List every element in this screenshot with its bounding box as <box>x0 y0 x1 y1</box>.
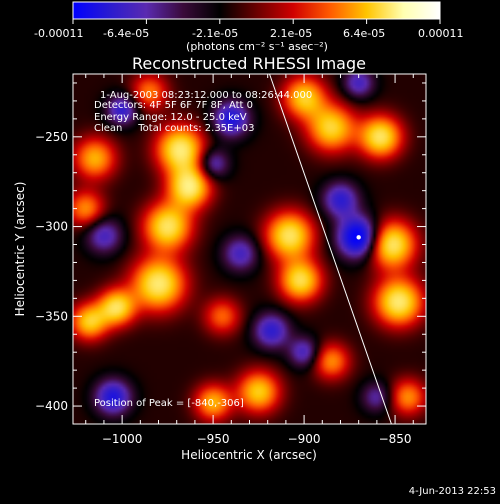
colorbar-tick-label: 6.4e-05 <box>343 27 385 40</box>
colorbar-gradient <box>72 1 441 20</box>
annotation-block: 1-Aug-2003 08:23:12.000 to 08:26:44.000 … <box>94 90 312 134</box>
x-tick-label: −900 <box>288 432 321 446</box>
peak-marker <box>356 235 361 240</box>
annotation-time-range: 1-Aug-2003 08:23:12.000 to 08:26:44.000 <box>100 90 312 101</box>
x-tick-label: −1000 <box>102 432 143 446</box>
solar-limb-line <box>269 73 392 425</box>
chart-title: Reconstructed RHESSI Image <box>132 54 366 73</box>
y-tick-label: −300 <box>35 220 68 234</box>
colorbar-tick-label: -2.1e-05 <box>192 27 238 40</box>
timestamp: 4-Jun-2013 22:53 <box>409 486 496 497</box>
x-tick-label: −950 <box>197 432 230 446</box>
y-axis-label: Heliocentric Y (arcsec) <box>13 182 27 317</box>
colorbar-tick-label: -0.00011 <box>34 27 83 40</box>
colorbar-tick-label: 0.00011 <box>418 27 464 40</box>
colorbar-tick-label: 2.1e-05 <box>270 27 312 40</box>
y-tick-label: −350 <box>35 309 68 323</box>
annotation-clean-counts: Clean Total counts: 2.35E+03 <box>94 123 254 134</box>
x-axis-label: Heliocentric X (arcsec) <box>181 448 317 462</box>
colorbar-tick-label: -6.4e-05 <box>103 27 149 40</box>
peak-position-label: Position of Peak = [-840,-306] <box>94 398 244 409</box>
annotation-energy-range: Energy Range: 12.0 - 25.0 keV <box>94 112 247 123</box>
y-tick-label: −250 <box>35 130 68 144</box>
heatmap-image <box>73 74 426 424</box>
colorbar: -0.00011 -6.4e-05 -2.1e-05 2.1e-05 6.4e-… <box>34 1 464 53</box>
axis-ticks: −1000 −950 −900 −850 −250 −300 −350 −400 <box>35 74 426 446</box>
annotation-detectors: Detectors: 4F 5F 6F 7F 8F, Att 0 <box>94 100 253 111</box>
colorbar-unit-label: (photons cm⁻² s⁻¹ asec⁻²) <box>186 40 328 53</box>
y-tick-label: −400 <box>35 399 68 413</box>
x-tick-label: −850 <box>379 432 412 446</box>
